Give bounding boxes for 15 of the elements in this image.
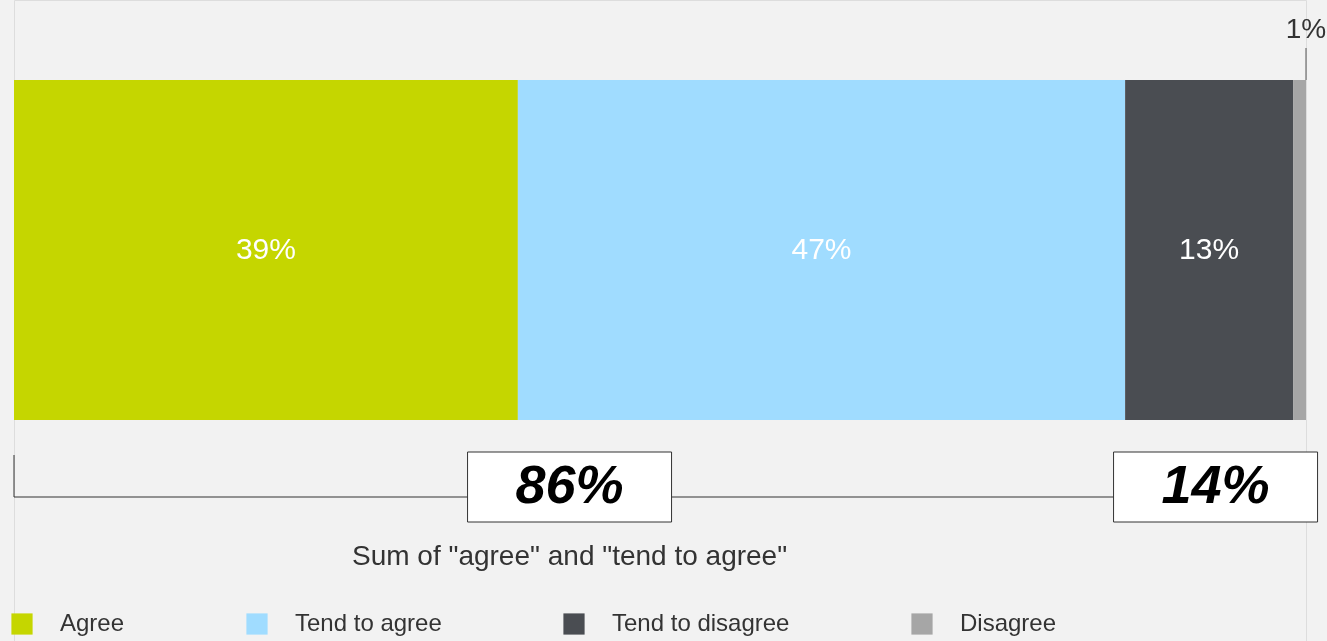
- legend-label: Disagree: [960, 609, 1057, 636]
- bar: [14, 80, 518, 420]
- data-label: 13%: [1179, 232, 1240, 265]
- text: Sum of "agree" and "tend to agree": [351, 540, 788, 571]
- legend-label: Tend to disagree: [612, 609, 790, 636]
- data-label: 1%: [1285, 13, 1327, 44]
- text: 86%: [515, 454, 624, 514]
- bar: [1293, 80, 1306, 420]
- bar: [517, 80, 1126, 420]
- legend-label: Tend to agree: [295, 609, 442, 636]
- bar: [1125, 80, 1294, 420]
- legend-label: Agree: [60, 609, 125, 636]
- text: 14%: [1161, 454, 1270, 514]
- data-label: 47%: [791, 232, 852, 265]
- data-label: 39%: [235, 232, 296, 265]
